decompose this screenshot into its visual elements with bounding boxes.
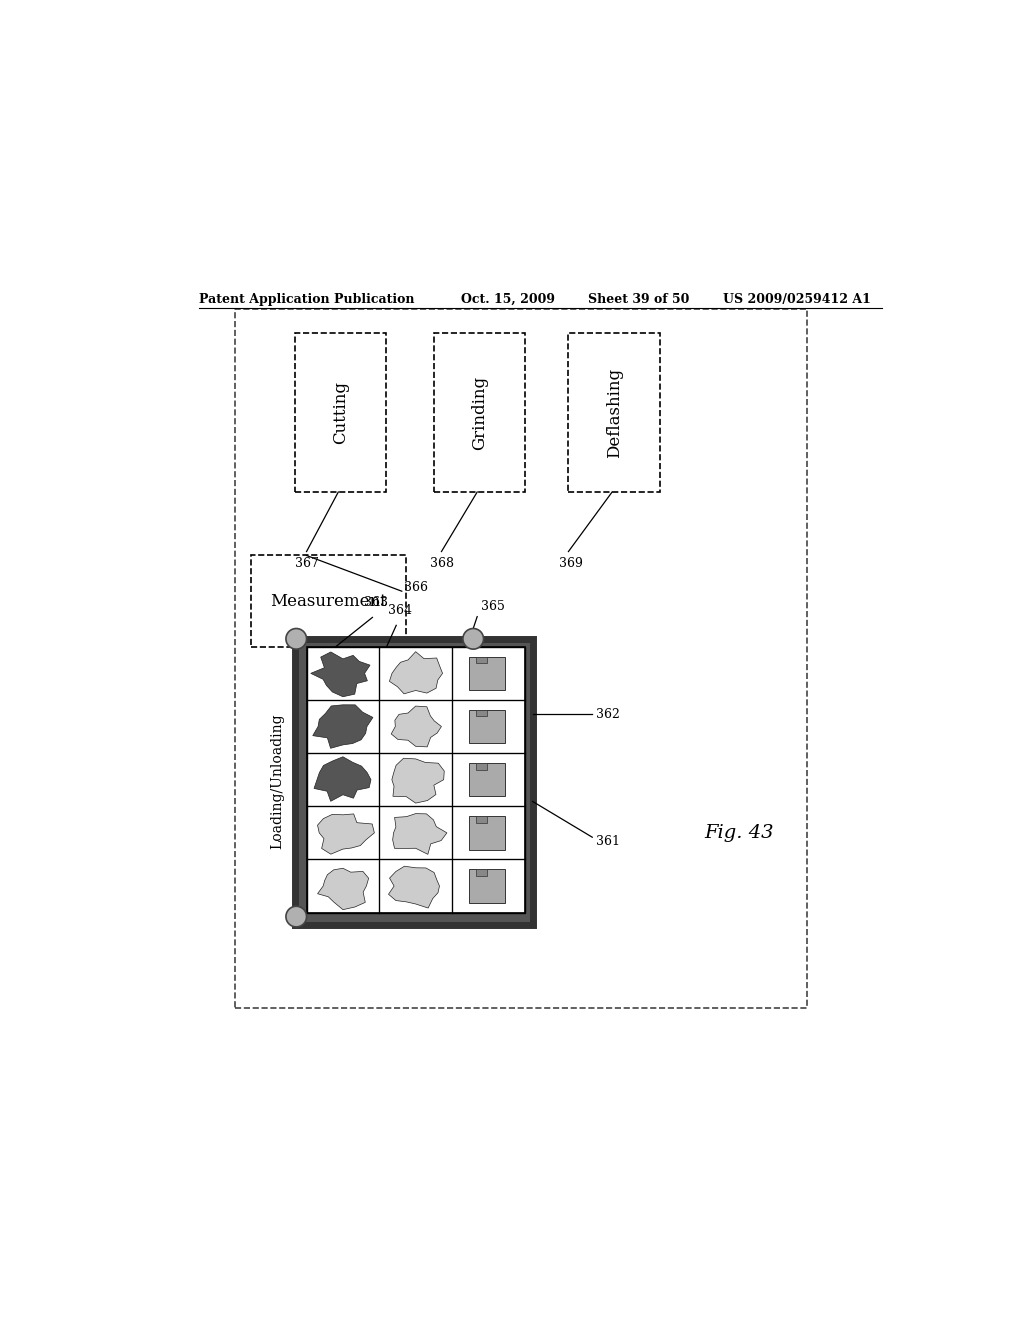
Polygon shape bbox=[392, 813, 446, 854]
Bar bbox=[251, 556, 406, 647]
Bar bbox=[433, 333, 524, 492]
Text: 361: 361 bbox=[596, 834, 621, 847]
Text: US 2009/0259412 A1: US 2009/0259412 A1 bbox=[723, 293, 871, 306]
Polygon shape bbox=[310, 652, 370, 697]
Text: 362: 362 bbox=[596, 708, 621, 721]
Text: 365: 365 bbox=[481, 599, 505, 612]
Text: Measurement: Measurement bbox=[270, 593, 387, 610]
Bar bbox=[295, 333, 386, 492]
Circle shape bbox=[286, 628, 306, 649]
Text: Oct. 15, 2009: Oct. 15, 2009 bbox=[461, 293, 555, 306]
Bar bbox=[476, 816, 486, 822]
Text: Loading/Unloading: Loading/Unloading bbox=[270, 714, 285, 850]
Bar bbox=[476, 710, 486, 717]
Polygon shape bbox=[312, 705, 373, 748]
Circle shape bbox=[463, 628, 483, 649]
Polygon shape bbox=[392, 758, 444, 803]
Bar bbox=[476, 656, 486, 663]
Polygon shape bbox=[314, 756, 371, 801]
Text: Cutting: Cutting bbox=[332, 381, 349, 444]
Bar bbox=[469, 816, 505, 850]
Text: 368: 368 bbox=[430, 557, 454, 570]
Bar bbox=[295, 639, 532, 924]
Bar bbox=[568, 333, 659, 492]
Text: 366: 366 bbox=[404, 581, 428, 594]
Bar bbox=[469, 763, 505, 796]
Polygon shape bbox=[389, 652, 442, 694]
Bar bbox=[469, 870, 505, 903]
Text: 367: 367 bbox=[295, 557, 318, 570]
Text: Grinding: Grinding bbox=[471, 376, 487, 450]
Polygon shape bbox=[388, 866, 439, 908]
Bar bbox=[469, 710, 505, 743]
Bar bbox=[306, 647, 525, 912]
Bar bbox=[236, 309, 807, 1008]
Text: Patent Application Publication: Patent Application Publication bbox=[200, 293, 415, 306]
Polygon shape bbox=[317, 814, 375, 854]
Text: 369: 369 bbox=[559, 557, 583, 570]
Text: 363: 363 bbox=[365, 597, 388, 610]
Text: 364: 364 bbox=[388, 605, 413, 618]
Text: Deflashing: Deflashing bbox=[605, 367, 623, 458]
Bar bbox=[469, 656, 505, 690]
Circle shape bbox=[286, 907, 306, 927]
Polygon shape bbox=[317, 869, 369, 909]
Text: Fig. 43: Fig. 43 bbox=[705, 824, 774, 842]
Polygon shape bbox=[391, 706, 441, 747]
Bar bbox=[476, 763, 486, 770]
Text: Sheet 39 of 50: Sheet 39 of 50 bbox=[588, 293, 689, 306]
Bar bbox=[476, 870, 486, 876]
Bar bbox=[306, 647, 525, 912]
